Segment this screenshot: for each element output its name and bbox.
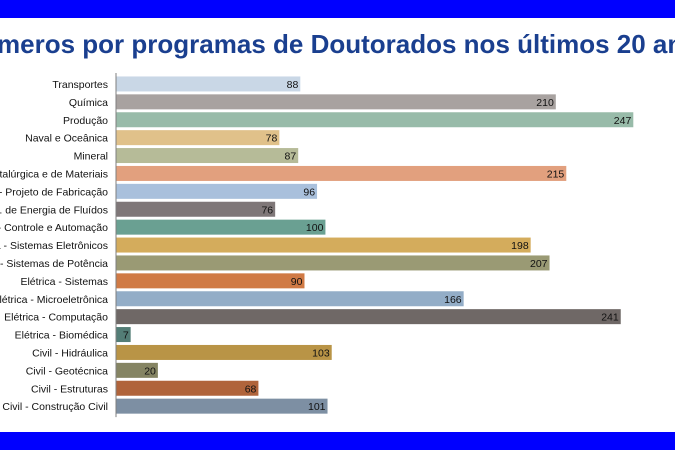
category-label: Elétrica - Computação — [4, 312, 108, 324]
category-label: Metalúrgica e de Materiais — [0, 168, 108, 180]
category-label: Elétrica - Sistemas Eletrônicos — [0, 240, 108, 252]
data-label: 207 — [530, 258, 548, 270]
bar — [116, 398, 328, 414]
data-label: 101 — [308, 401, 326, 413]
category-label: Elétrica - Sistemas — [20, 276, 108, 288]
chart-title-wrap: Números por programas de Doutorados nos … — [0, 29, 675, 69]
bar — [116, 362, 158, 378]
data-label: 210 — [536, 97, 554, 109]
data-label: 87 — [285, 151, 297, 163]
category-label: Civil - Hidráulica — [32, 347, 108, 359]
data-label: 7 — [123, 330, 129, 342]
category-label: Naval e Oceânica — [25, 133, 108, 145]
data-label: 100 — [306, 222, 324, 234]
category-label: Civil - Geotécnica — [26, 365, 108, 377]
data-label: 76 — [261, 204, 273, 216]
bar — [116, 165, 567, 181]
bar — [116, 273, 305, 289]
category-label: Mecânica - Projeto de Fabricação — [0, 186, 108, 198]
bar — [116, 237, 531, 253]
top-band — [0, 0, 675, 18]
bar — [116, 183, 318, 199]
category-label: Elétrica - Controle e Automação — [0, 222, 108, 234]
data-label: 215 — [547, 168, 565, 180]
data-label: 78 — [266, 133, 278, 145]
data-label: 20 — [144, 365, 156, 377]
chart-title: Números por programas de Doutorados nos … — [0, 29, 675, 59]
bar — [116, 94, 556, 110]
data-label: 103 — [312, 347, 330, 359]
category-label: Transportes — [52, 79, 108, 91]
bar — [116, 291, 464, 307]
bar — [116, 380, 259, 396]
bar — [116, 309, 621, 325]
category-label: Produção — [63, 115, 108, 127]
bar — [116, 255, 550, 271]
data-label: 166 — [444, 294, 462, 306]
bar — [116, 344, 332, 360]
data-label: 88 — [287, 79, 299, 91]
bar — [116, 112, 634, 128]
category-label: Elétrica - Sistemas de Potência — [0, 258, 108, 270]
bar — [116, 327, 131, 343]
bar — [116, 201, 276, 217]
data-label: 247 — [614, 115, 632, 127]
data-label: 68 — [245, 383, 257, 395]
category-label: Civil - Construção Civil — [2, 401, 108, 413]
data-label: 198 — [511, 240, 529, 252]
data-label: 90 — [291, 276, 303, 288]
category-label: Mineral — [74, 151, 108, 163]
bar — [116, 76, 301, 92]
category-label: Mecânica - Transf. de Energia de Fluídos — [0, 204, 108, 216]
data-label: 96 — [303, 186, 315, 198]
bar — [116, 219, 326, 235]
bar — [116, 148, 299, 164]
category-label: Química — [69, 97, 108, 109]
bar — [116, 130, 280, 146]
category-label: Civil - Estruturas — [31, 383, 108, 395]
category-label: Elétrica - Biomédica — [15, 330, 109, 342]
category-label: Elétrica - Microeletrônica — [0, 294, 108, 306]
data-label: 241 — [601, 312, 619, 324]
bottom-band — [0, 432, 675, 450]
